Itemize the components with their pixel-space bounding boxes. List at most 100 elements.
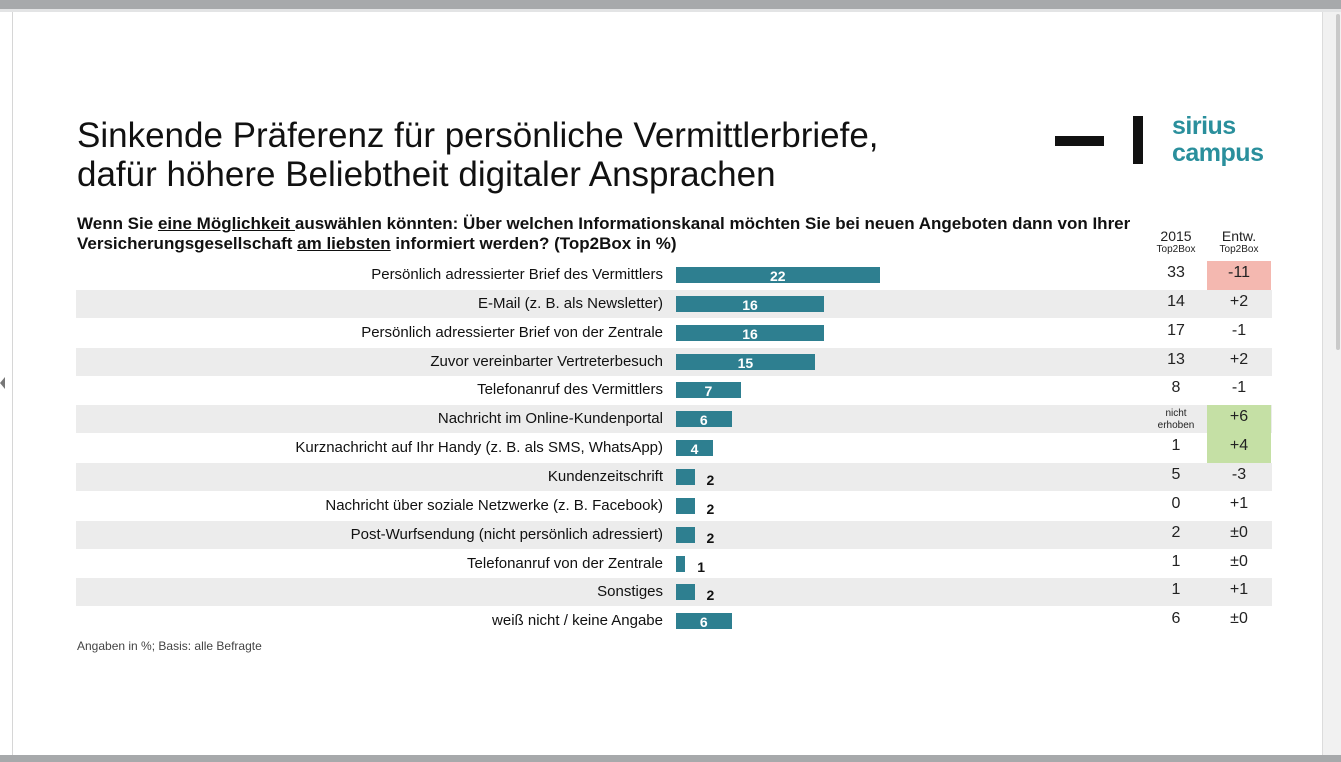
bar-value-label: 2 [706,587,715,604]
change-value: +6 [1229,408,1249,426]
value-2015: 1 [1171,552,1181,570]
bar-value-label: 6 [699,412,708,429]
column-header-change-sub: Top2Box [1219,244,1259,255]
bar-value-label: 2 [706,500,715,517]
slide-title: Sinkende Präferenz für persönliche Vermi… [77,116,879,194]
change-highlight [1207,405,1271,435]
survey-question: Wenn Sie eine Möglichkeit auswählen könn… [77,214,1137,254]
bar [676,267,880,283]
bar [676,411,732,428]
value-2015: 2 [1171,523,1181,541]
column-header-2015-sub: Top2Box [1156,244,1196,255]
value-2015: 13 [1167,350,1185,368]
logo-line-2: campus [1172,139,1264,167]
category-label: Persönlich adressierter Brief des Vermit… [371,266,663,283]
category-label: Persönlich adressierter Brief von der Ze… [361,323,663,341]
bar [676,497,695,514]
bar-value-label: 22 [769,268,786,284]
change-value: -1 [1231,379,1247,397]
footnote: Angaben in %; Basis: alle Befragte [77,639,262,653]
window-top-bar [0,0,1341,9]
bar-value-label: 4 [690,441,699,458]
change-value: +1 [1229,494,1249,512]
category-label: Sonstiges [597,583,663,601]
bar [676,526,695,543]
sirius-campus-logo: sirius campus [1172,112,1264,167]
window-bottom-bar [0,755,1341,762]
change-value: +1 [1229,581,1249,599]
value-2015: 6 [1171,610,1181,628]
bar-value-label: 7 [704,383,713,400]
title-line-1: Sinkende Präferenz für persönliche Vermi… [77,116,879,155]
question-emphasis-2: am liebsten [297,234,391,253]
category-label: Nachricht im Online-Kundenportal [437,410,663,428]
column-header-change-main: Entw. [1221,228,1257,244]
change-value: -11 [1228,264,1250,281]
value-2015: 14 [1167,292,1185,310]
change-value: ±0 [1230,610,1248,628]
column-header-2015-main: 2015 [1160,228,1192,244]
bar-value-label: 2 [706,529,715,546]
change-value: +4 [1229,437,1249,455]
slide-left-edge [12,12,13,755]
collapse-arrow-icon[interactable] [0,377,5,389]
row-stripe [76,578,1272,607]
bar [676,468,695,485]
category-label: Kundenzeitschrift [547,467,663,485]
bar [676,584,695,601]
bar-value-label: 15 [737,354,754,371]
category-label: Post-Wurfsendung (nicht persönlich adres… [350,525,663,543]
row-stripe [76,462,1272,491]
value-2015: 0 [1171,494,1181,512]
change-value: -3 [1231,465,1247,483]
change-value: ±0 [1230,552,1248,570]
column-header-2015: 2015 Top2Box [1150,228,1202,256]
value-2015: 17 [1167,321,1185,339]
question-part-1: Wenn Sie [77,214,158,233]
bar-value-label: 1 [697,558,706,575]
logo-bar-mark [1133,116,1143,164]
value-2015: 5 [1171,465,1181,483]
change-value: ±0 [1230,523,1248,541]
value-2015: 33 [1167,264,1185,281]
value-2015: 1 [1171,437,1181,455]
row-stripe [76,289,1272,318]
row-stripe [76,520,1272,549]
column-header-change: Entw. Top2Box [1207,228,1271,256]
scrollbar-thumb[interactable] [1336,14,1340,350]
category-label: weiß nicht / keine Angabe [492,612,663,630]
question-part-3: informiert werden? (Top2Box in %) [390,234,677,253]
change-value: +2 [1229,350,1249,368]
window-top-divider [0,9,1341,12]
value-2015: 8 [1171,379,1181,397]
category-label: Telefonanruf von der Zentrale [467,554,663,572]
category-label: Telefonanruf des Vermittlers [477,381,663,399]
question-part-2: auswählen könnten: Über welchen Informat… [77,214,1131,253]
question-emphasis-1: eine Möglichkeit [157,214,295,233]
bar-value-label: 2 [706,471,715,488]
category-label: E-Mail (z. B. als Newsletter) [477,294,663,312]
title-line-2: dafür höhere Beliebtheit digitaler Anspr… [77,155,776,194]
row-stripe [76,405,1272,434]
category-label: Kurznachricht auf Ihr Handy (z. B. als S… [295,439,663,457]
logo-dash-mark [1055,136,1104,146]
value-2015: 1 [1171,581,1181,599]
value-2015: nicht erhoben [1157,408,1195,432]
row-stripe [76,347,1272,376]
change-value: -1 [1231,321,1247,339]
bar [676,353,815,370]
change-highlight [1207,261,1271,290]
bar [676,613,732,630]
change-highlight [1207,434,1271,463]
bar [676,440,713,457]
bar-value-label: 6 [699,614,708,631]
bar [676,324,824,341]
category-label: Nachricht über soziale Netzwerke (z. B. … [325,496,663,514]
bar [676,295,824,312]
bar [676,555,686,572]
category-label: Zuvor vereinbarter Vertreterbesuch [430,352,663,370]
bar-value-label: 16 [742,325,758,342]
bar [676,382,741,399]
logo-line-1: sirius [1172,112,1236,140]
bar-value-label: 16 [742,296,758,313]
